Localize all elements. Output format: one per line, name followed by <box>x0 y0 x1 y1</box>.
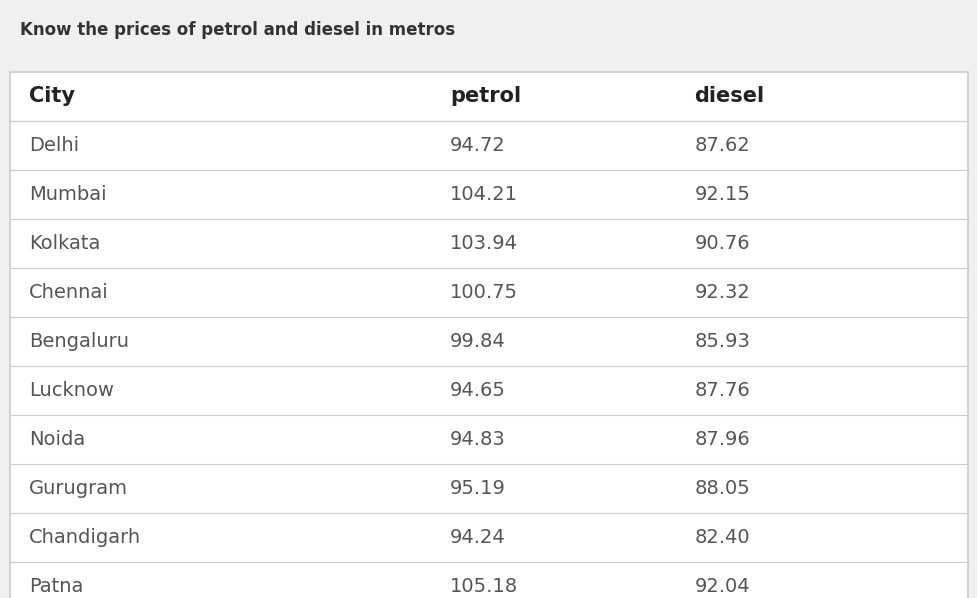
Text: Mumbai: Mumbai <box>29 185 106 204</box>
Text: 105.18: 105.18 <box>449 577 518 596</box>
Text: 92.15: 92.15 <box>694 185 749 204</box>
Text: Chennai: Chennai <box>29 283 109 302</box>
Text: Gurugram: Gurugram <box>29 479 128 498</box>
Text: 94.83: 94.83 <box>449 430 505 449</box>
Text: 94.65: 94.65 <box>449 381 505 400</box>
Text: 94.72: 94.72 <box>449 136 505 155</box>
Text: Chandigarh: Chandigarh <box>29 528 142 547</box>
Text: 100.75: 100.75 <box>449 283 518 302</box>
Text: diesel: diesel <box>694 86 764 106</box>
FancyBboxPatch shape <box>10 72 967 598</box>
Text: 94.24: 94.24 <box>449 528 505 547</box>
Text: Bengaluru: Bengaluru <box>29 332 129 351</box>
Text: 87.62: 87.62 <box>694 136 749 155</box>
Text: 92.32: 92.32 <box>694 283 749 302</box>
Text: 99.84: 99.84 <box>449 332 505 351</box>
Text: 95.19: 95.19 <box>449 479 505 498</box>
Text: petrol: petrol <box>449 86 521 106</box>
Text: 85.93: 85.93 <box>694 332 749 351</box>
Text: Noida: Noida <box>29 430 86 449</box>
Text: City: City <box>29 86 75 106</box>
Text: 90.76: 90.76 <box>694 234 749 253</box>
Text: 82.40: 82.40 <box>694 528 749 547</box>
Text: Delhi: Delhi <box>29 136 79 155</box>
Text: 92.04: 92.04 <box>694 577 749 596</box>
Text: 87.76: 87.76 <box>694 381 749 400</box>
Text: 104.21: 104.21 <box>449 185 518 204</box>
Text: Know the prices of petrol and diesel in metros: Know the prices of petrol and diesel in … <box>20 21 454 39</box>
Text: 88.05: 88.05 <box>694 479 749 498</box>
Text: 103.94: 103.94 <box>449 234 518 253</box>
Text: 87.96: 87.96 <box>694 430 749 449</box>
Text: Kolkata: Kolkata <box>29 234 101 253</box>
Text: Lucknow: Lucknow <box>29 381 114 400</box>
Text: Patna: Patna <box>29 577 84 596</box>
